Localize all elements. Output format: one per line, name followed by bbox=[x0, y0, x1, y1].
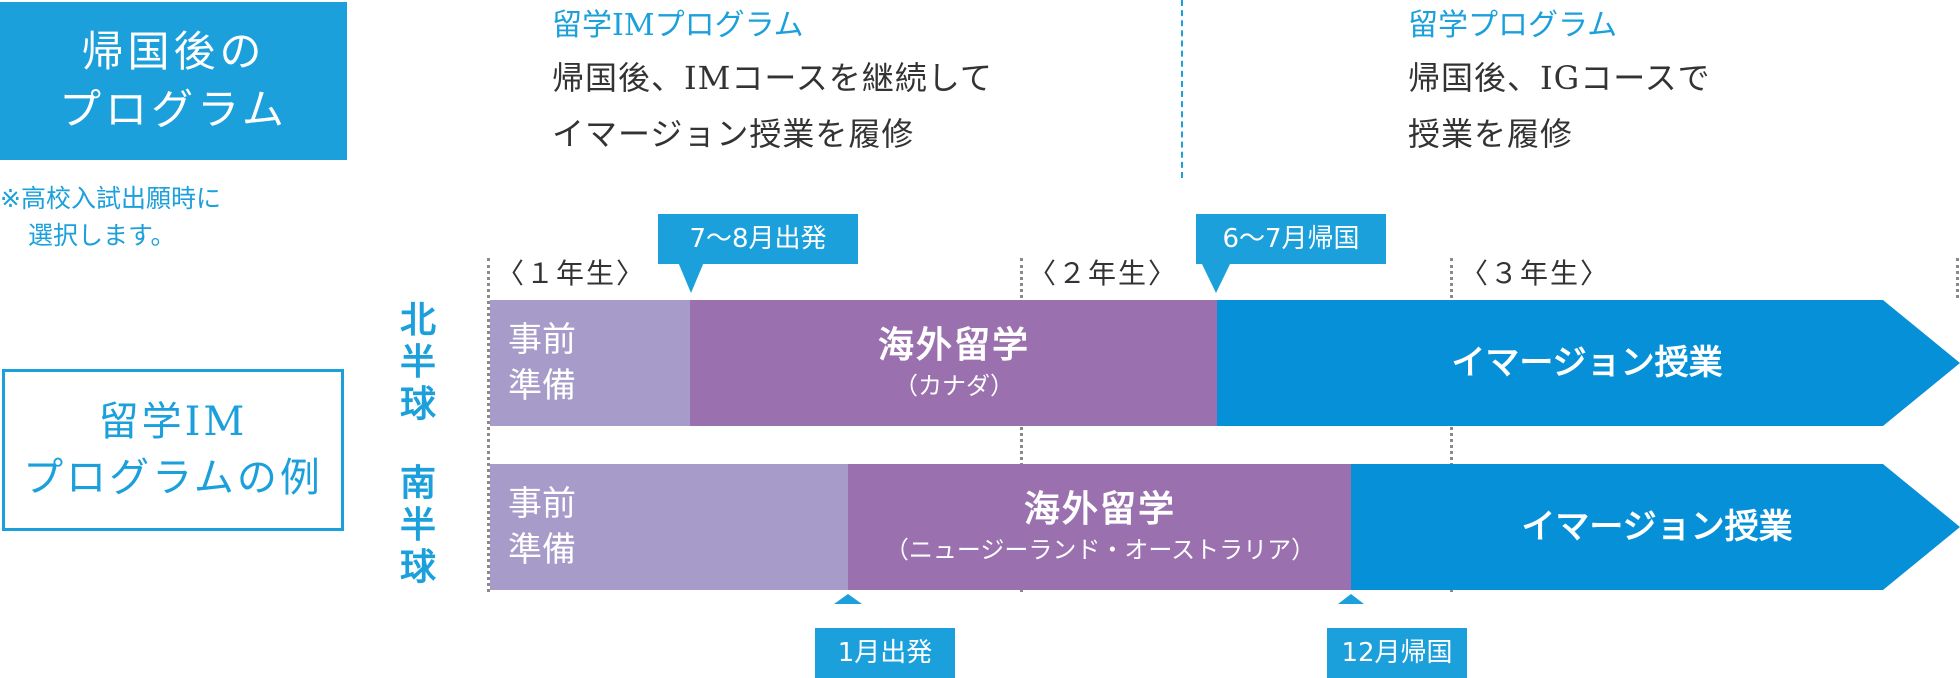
program-divider bbox=[1181, 0, 1183, 178]
selection-note-line2: 選択します。 bbox=[28, 221, 176, 250]
north-return-text: 6〜7月帰国 bbox=[1222, 224, 1360, 254]
south-char-2: 半 bbox=[399, 505, 436, 546]
south-immersion-label: イマージョン授業 bbox=[1521, 507, 1792, 547]
north-char-1: 北 bbox=[399, 300, 436, 341]
north-char-3: 球 bbox=[399, 384, 436, 425]
northern-hemisphere-label: 北 半 球 bbox=[396, 300, 440, 426]
selection-note: ※高校入試出願時に 選択します。 bbox=[0, 180, 221, 254]
south-char-3: 球 bbox=[399, 547, 436, 588]
south-return-pointer bbox=[1338, 594, 1364, 604]
study-program-title: 留学プログラム bbox=[1408, 8, 1618, 43]
south-return-callout: 12月帰国 bbox=[1327, 628, 1467, 678]
north-depart-callout: 7〜8月出発 bbox=[658, 214, 858, 264]
im-program-title: 留学IMプログラム bbox=[552, 8, 804, 43]
post-return-program-box: 帰国後の プログラム bbox=[0, 2, 347, 160]
north-abroad-sub: （カナダ） bbox=[894, 372, 1014, 400]
south-abroad-title: 海外留学 bbox=[1023, 489, 1176, 530]
north-abroad-title: 海外留学 bbox=[877, 325, 1030, 366]
im-program-desc-line1: 帰国後、IMコースを継続して bbox=[552, 59, 993, 97]
south-abroad-sub: （ニュージーランド・オーストラリア） bbox=[884, 536, 1316, 564]
grade-1-label: 〈１年生〉 bbox=[496, 257, 647, 290]
south-depart-callout: 1月出発 bbox=[815, 628, 955, 678]
post-return-program-line1: 帰国後の bbox=[81, 27, 266, 76]
study-program-heading: 留学プログラム 帰国後、IGコースで 授業を履修 bbox=[1408, 0, 1711, 162]
south-return-text: 12月帰国 bbox=[1341, 638, 1453, 668]
north-return-pointer bbox=[1201, 262, 1231, 293]
north-prep-line1: 事前 bbox=[508, 320, 576, 360]
grade-2-label: 〈２年生〉 bbox=[1028, 257, 1179, 290]
south-depart-pointer bbox=[834, 594, 862, 604]
im-program-desc-line2: イマージョン授業を履修 bbox=[552, 115, 915, 153]
north-immersion-arrow: イマージョン授業 bbox=[1217, 300, 1960, 426]
north-char-2: 半 bbox=[399, 342, 436, 383]
north-depart-text: 7〜8月出発 bbox=[689, 224, 827, 254]
study-program-desc-line2: 授業を履修 bbox=[1408, 115, 1574, 153]
north-depart-pointer bbox=[678, 262, 704, 293]
south-prep-segment: 事前 準備 bbox=[490, 464, 848, 590]
south-abroad-segment: 海外留学 （ニュージーランド・オーストラリア） bbox=[848, 464, 1352, 590]
south-prep-line2: 準備 bbox=[508, 530, 576, 570]
im-program-example-line2: プログラムの例 bbox=[23, 455, 323, 501]
im-program-example-line1: 留学IM bbox=[98, 399, 248, 445]
im-program-example-box: 留学IM プログラムの例 bbox=[2, 369, 344, 531]
southern-hemisphere-label: 南 半 球 bbox=[396, 463, 440, 589]
north-return-callout: 6〜7月帰国 bbox=[1196, 214, 1386, 264]
north-prep-segment: 事前 準備 bbox=[490, 300, 690, 426]
grade-3-label: 〈３年生〉 bbox=[1460, 257, 1611, 290]
south-char-1: 南 bbox=[399, 463, 436, 504]
selection-note-line1: ※高校入試出願時に bbox=[0, 184, 221, 213]
im-program-heading: 留学IMプログラム 帰国後、IMコースを継続して イマージョン授業を履修 bbox=[552, 0, 993, 162]
study-program-desc-line1: 帰国後、IGコースで bbox=[1408, 59, 1711, 97]
north-prep-line2: 準備 bbox=[508, 366, 576, 406]
north-abroad-segment: 海外留学 （カナダ） bbox=[690, 300, 1218, 426]
grade-1-divider bbox=[487, 258, 490, 592]
north-immersion-label: イマージョン授業 bbox=[1451, 343, 1722, 383]
south-depart-text: 1月出発 bbox=[837, 638, 933, 668]
south-prep-line1: 事前 bbox=[508, 484, 576, 524]
south-immersion-arrow: イマージョン授業 bbox=[1351, 464, 1960, 590]
end-divider bbox=[1956, 258, 1959, 298]
post-return-program-line2: プログラム bbox=[59, 85, 288, 134]
